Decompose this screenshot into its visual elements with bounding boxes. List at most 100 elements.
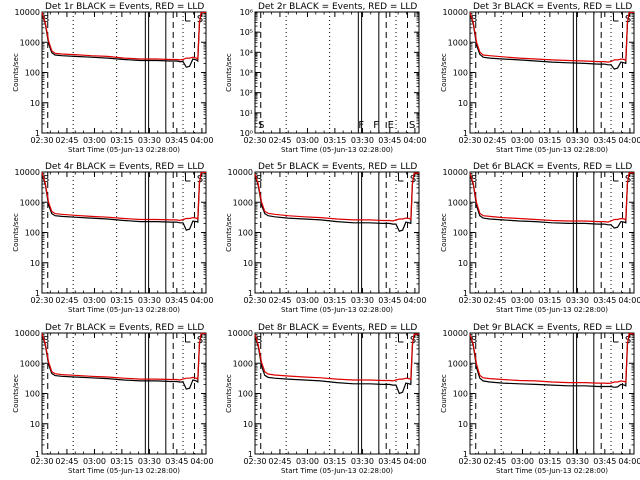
lld-series-line xyxy=(41,11,207,61)
panel-title: Det 7r BLACK = Events, RED = LLD xyxy=(45,323,204,333)
y-tick-label: 100 xyxy=(453,229,468,238)
y-tick-label: 1000 xyxy=(448,359,468,368)
lld-series-line xyxy=(254,172,420,222)
y-tick-label: 10000 xyxy=(443,8,468,17)
x-tick-label: 02:30 xyxy=(243,296,266,305)
y-axis-title: Counts/sec xyxy=(225,374,233,413)
y-axis-title: Counts/sec xyxy=(440,374,448,413)
y-tick-label: 1000 xyxy=(448,38,468,47)
y-tick-label: 100 xyxy=(453,69,468,78)
x-axis-title: Start Time (05-Jun-13 02:28:00) xyxy=(68,306,180,314)
x-tick-label: 02:45 xyxy=(483,296,506,305)
y-tick-label: 100 xyxy=(25,390,40,399)
panel-title: Det 2r BLACK = Events, RED = LLD xyxy=(258,2,417,12)
events-series-line xyxy=(41,333,207,390)
x-tick-label: 03:15 xyxy=(110,457,133,466)
flag-label: S xyxy=(256,174,262,185)
y-tick-label: 10000 xyxy=(228,168,253,177)
y-tick-label: 1000 xyxy=(448,198,468,207)
x-tick-label: 04:00 xyxy=(403,136,426,145)
y-tick-label: 1000 xyxy=(20,359,40,368)
flag-label: S xyxy=(256,335,262,346)
y-tick-label: 1000 xyxy=(20,198,40,207)
events-series-line xyxy=(41,12,207,68)
x-tick-label: 02:45 xyxy=(55,136,78,145)
plot-frame xyxy=(41,332,207,455)
x-tick-label: 04:00 xyxy=(618,296,640,305)
x-tick-label: 04:00 xyxy=(190,457,213,466)
flag-label: S xyxy=(43,335,49,346)
y-tick-label: 10⁶ xyxy=(240,8,253,17)
flag-label: S xyxy=(43,14,49,25)
x-tick-label: 02:30 xyxy=(243,457,266,466)
y-tick-label: 1000 xyxy=(20,38,40,47)
panel-title: Det 3r BLACK = Events, RED = LLD xyxy=(473,2,632,12)
x-axis-title: Start Time (05-Jun-13 02:28:00) xyxy=(496,306,608,314)
x-tick-label: 03:45 xyxy=(593,457,616,466)
events-series-line xyxy=(469,172,635,229)
y-tick-label: 10 xyxy=(458,259,468,268)
x-axis-title: Start Time (05-Jun-13 02:28:00) xyxy=(281,146,393,154)
x-tick-label: 03:00 xyxy=(511,457,534,466)
x-tick-label: 04:00 xyxy=(403,457,426,466)
y-tick-label: 1 xyxy=(35,129,40,138)
x-tick-label: 03:30 xyxy=(566,296,589,305)
events-series-line xyxy=(254,333,420,395)
y-tick-label: 100 xyxy=(25,229,40,238)
panel-title: Det 9r BLACK = Events, RED = LLD xyxy=(473,323,632,333)
y-tick-label: 100 xyxy=(25,69,40,78)
plot-frame xyxy=(254,11,420,134)
x-tick-label: 02:45 xyxy=(483,457,506,466)
x-axis-title: Start Time (05-Jun-13 02:28:00) xyxy=(281,467,393,475)
x-tick-label: 02:45 xyxy=(55,296,78,305)
y-tick-label: 1 xyxy=(248,450,253,459)
x-tick-label: 03:00 xyxy=(83,296,106,305)
x-tick-label: 03:30 xyxy=(351,136,374,145)
y-tick-label: 100 xyxy=(238,390,253,399)
y-axis-title: Counts/sec xyxy=(225,53,233,92)
flag-label: S xyxy=(258,120,264,131)
y-tick-label: 1 xyxy=(463,129,468,138)
x-tick-label: 02:45 xyxy=(268,136,291,145)
x-tick-label: 03:00 xyxy=(296,136,319,145)
x-tick-label: 03:45 xyxy=(378,296,401,305)
y-tick-label: 10 xyxy=(30,259,40,268)
chart-panel-8: Det 8r BLACK = Events, RED = LLD 1 10 100 10… xyxy=(225,323,426,475)
x-tick-label: 02:30 xyxy=(458,136,481,145)
x-tick-label: 03:30 xyxy=(138,457,161,466)
y-tick-label: 10 xyxy=(30,420,40,429)
y-axis-title: Counts/sec xyxy=(440,53,448,92)
x-tick-label: 03:45 xyxy=(593,136,616,145)
flag-label: S xyxy=(471,14,477,25)
x-tick-label: 03:15 xyxy=(323,296,346,305)
panel-title: Det 5r BLACK = Events, RED = LLD xyxy=(258,162,417,172)
x-tick-label: 03:15 xyxy=(538,457,561,466)
flag-label: S xyxy=(409,120,415,131)
plot-frame xyxy=(254,332,420,455)
x-tick-label: 02:30 xyxy=(30,457,53,466)
events-series-line xyxy=(254,172,420,232)
x-tick-label: 03:15 xyxy=(110,296,133,305)
y-tick-label: 1000 xyxy=(233,359,253,368)
flag-label: E xyxy=(388,120,394,131)
x-tick-label: 03:45 xyxy=(165,136,188,145)
chart-panel-4: Det 4r BLACK = Events, RED = LLD 1 10 100 10… xyxy=(12,162,213,314)
x-tick-label: 03:45 xyxy=(165,457,188,466)
x-tick-label: 03:15 xyxy=(323,457,346,466)
y-tick-label: 1 xyxy=(248,289,253,298)
y-tick-label: 1 xyxy=(35,289,40,298)
y-tick-label: 10000 xyxy=(15,168,40,177)
plot-frame xyxy=(469,332,635,455)
flag-label: F xyxy=(358,120,364,131)
x-tick-label: 02:30 xyxy=(458,296,481,305)
x-tick-label: 03:30 xyxy=(351,296,374,305)
x-tick-label: 02:45 xyxy=(55,457,78,466)
x-tick-label: 03:00 xyxy=(296,457,319,466)
panel-title: Det 8r BLACK = Events, RED = LLD xyxy=(258,323,417,333)
x-tick-label: 03:30 xyxy=(138,296,161,305)
x-tick-label: 03:45 xyxy=(593,296,616,305)
y-tick-label: 10¹ xyxy=(240,109,253,118)
x-tick-label: 03:45 xyxy=(378,457,401,466)
lld-series-line xyxy=(469,11,635,63)
events-series-line xyxy=(469,12,635,70)
